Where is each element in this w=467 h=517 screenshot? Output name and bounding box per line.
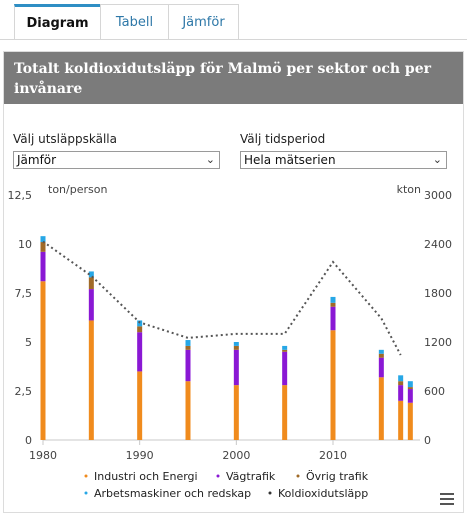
y-axis-label-right: kton	[397, 183, 421, 196]
y-tick-label-left: 5	[25, 336, 32, 349]
legend-label: Arbetsmaskiner och redskap	[94, 487, 251, 500]
y-tick-label-right: 1200	[424, 336, 452, 349]
chart-axis-text: 0 2,5 5 7,5 10 12,5 0 600 1200 1800 2400 3000 ton/pe…	[8, 183, 453, 462]
period-select-value: Hela mätserien	[244, 153, 336, 167]
bar-segment	[185, 345, 191, 350]
bar-segment	[185, 349, 191, 382]
period-label: Välj tidsperiod	[240, 132, 326, 146]
y-tick-label-left: 12,5	[8, 189, 33, 202]
chevron-down-icon: ⌄	[205, 153, 215, 166]
bar-segment	[378, 377, 384, 440]
tab-diagram[interactable]: Diagram	[14, 4, 101, 40]
bar-segment	[185, 381, 191, 440]
bar-segment	[330, 330, 336, 440]
legend-label: Vägtrafik	[226, 470, 276, 483]
bar-segment	[233, 345, 239, 350]
chart-panel: Totalt koldioxidutsläpp för Malmö per se…	[3, 51, 464, 513]
x-tick-label: 1980	[29, 449, 57, 462]
legend-marker	[84, 491, 88, 495]
y-tick-label-left: 0	[25, 434, 32, 447]
bar-segment	[378, 349, 384, 354]
panel-title: Totalt koldioxidutsläpp för Malmö per se…	[14, 61, 431, 97]
bar-segment	[398, 381, 404, 386]
x-tick-label: 1990	[126, 449, 154, 462]
bar-segment	[137, 371, 143, 440]
y-tick-label-left: 7,5	[15, 287, 33, 300]
chart-menu-icon[interactable]	[440, 493, 454, 505]
y-tick-label-left: 10	[18, 238, 32, 251]
bar-segment	[233, 349, 239, 386]
y-tick-label-left: 2,5	[15, 385, 33, 398]
bar-segment	[330, 306, 336, 331]
legend-label: Industri och Energi	[94, 470, 198, 483]
bar-segment	[407, 387, 413, 390]
bar-segment	[233, 342, 239, 346]
legend-marker	[84, 474, 88, 478]
y-tick-label-right: 2400	[424, 238, 452, 251]
bar-segment	[407, 402, 413, 440]
bar-segment	[282, 351, 288, 386]
koldioxid-line	[42, 240, 402, 356]
tab-tabell[interactable]: Tabell	[100, 4, 169, 39]
bar-segment	[233, 385, 239, 440]
bar-segment	[88, 271, 94, 278]
legend-label: Koldioxidutsläpp	[278, 487, 368, 500]
bar-segment	[88, 320, 94, 440]
bar-segment	[88, 289, 94, 321]
bar-segment	[398, 385, 404, 401]
y-tick-label-right: 0	[424, 434, 431, 447]
legend-marker	[296, 474, 300, 478]
bar-segment	[378, 357, 384, 378]
bar-segment	[137, 332, 143, 372]
chart-axis-lines	[42, 439, 420, 445]
bar-segment	[40, 236, 46, 243]
bar-segment	[282, 349, 288, 352]
bar-segment	[137, 326, 143, 333]
panel-header: Totalt koldioxidutsläpp för Malmö per se…	[4, 52, 463, 104]
bar-segment	[378, 353, 384, 358]
tab-bar: Diagram Tabell Jämför	[14, 4, 239, 40]
bar-segment	[40, 281, 46, 440]
x-tick-label: 2000	[222, 449, 250, 462]
bar-segment	[407, 389, 413, 403]
bar-segment	[330, 302, 336, 307]
bar-segment	[40, 242, 46, 252]
bar-segment	[398, 375, 404, 382]
bar-segment	[88, 277, 94, 290]
bar-segment	[282, 385, 288, 440]
bar-segment	[330, 296, 336, 303]
bar-segment	[398, 400, 404, 440]
bar-segment	[407, 381, 413, 388]
tab-divider	[0, 39, 467, 40]
source-select[interactable]: Jämför ⌄	[13, 151, 220, 169]
chart-legend: Industri och Energi Vägtrafik Övrig trafik…	[84, 470, 369, 500]
chart-line-layer	[42, 240, 402, 356]
y-tick-label-right: 600	[424, 385, 445, 398]
y-tick-label-right: 1800	[424, 287, 452, 300]
y-tick-label-right: 3000	[424, 189, 452, 202]
bar-segment	[282, 345, 288, 350]
tab-jamfor[interactable]: Jämför	[168, 4, 239, 39]
bar-segment	[40, 251, 46, 282]
bar-segment	[185, 340, 191, 346]
period-select[interactable]: Hela mätserien ⌄	[240, 151, 447, 169]
legend-label: Övrig trafik	[306, 470, 369, 483]
source-label: Välj utsläppskälla	[13, 132, 117, 146]
legend-marker	[268, 491, 272, 495]
chevron-down-icon: ⌄	[432, 153, 442, 166]
x-tick-label: 2010	[319, 449, 347, 462]
chart-bars	[40, 236, 413, 440]
y-axis-label-left: ton/person	[48, 183, 107, 196]
source-select-value: Jämför	[17, 153, 57, 167]
legend-marker	[216, 474, 220, 478]
